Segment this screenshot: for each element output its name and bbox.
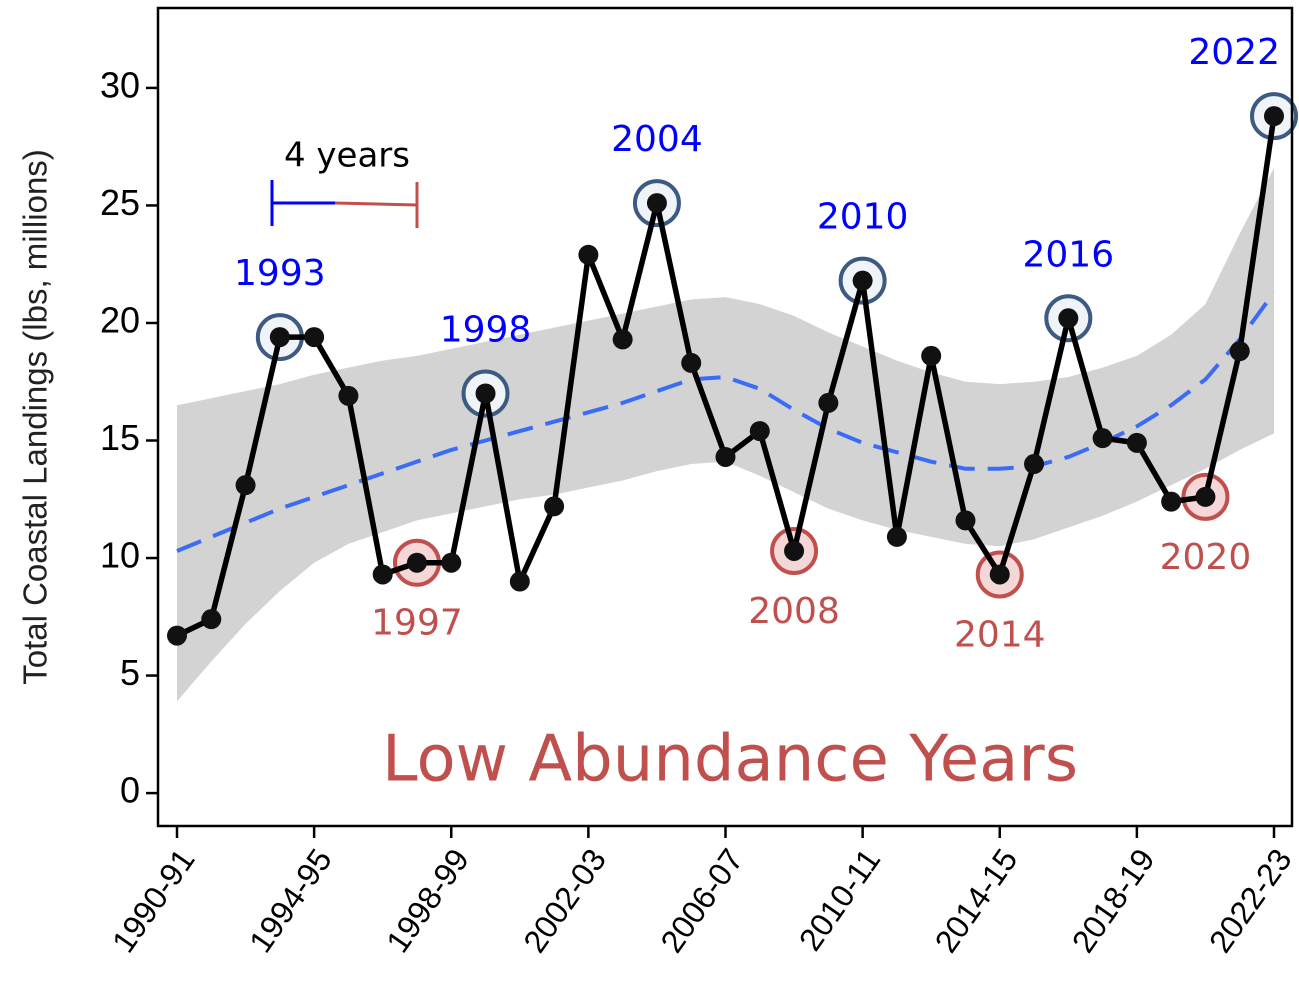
data-point (1058, 308, 1079, 329)
data-point (235, 475, 256, 496)
x-tick-label: 2006-07 (653, 842, 750, 959)
highlight-label: 1997 (371, 603, 463, 644)
data-point (989, 564, 1010, 585)
caption: Low Abundance Years (382, 723, 1078, 797)
y-tick-label: 0 (120, 770, 140, 811)
y-tick-label: 20 (100, 299, 140, 340)
x-tick-label: 2002-03 (516, 842, 613, 959)
data-point (749, 421, 770, 442)
data-point (1229, 341, 1250, 362)
y-axis-label: Total Coastal Landings (lbs, millions) (17, 149, 54, 685)
data-point (1024, 454, 1045, 475)
span-label: 4 years (284, 136, 410, 176)
plot-area (167, 92, 1298, 702)
data-point (544, 496, 565, 517)
x-tick-label: 2022-23 (1202, 842, 1299, 959)
highlight-label: 2022 (1188, 32, 1280, 73)
data-point (1161, 491, 1182, 512)
data-point (612, 329, 633, 350)
data-point (921, 345, 942, 366)
highlight-label: 2020 (1160, 537, 1252, 578)
x-tick-label: 1990-91 (105, 842, 202, 959)
highlight-label: 2008 (748, 591, 840, 632)
highlight-label: 1998 (440, 309, 532, 350)
data-point (784, 540, 805, 561)
highlight-label: 2016 (1023, 234, 1115, 275)
data-point (886, 526, 907, 547)
data-point (1264, 106, 1284, 127)
y-tick-label: 15 (100, 417, 140, 458)
data-point (681, 352, 702, 373)
data-point (852, 270, 873, 291)
data-point (1092, 428, 1113, 449)
x-tick-label: 1994-95 (242, 842, 339, 959)
x-tick-label: 1998-99 (379, 842, 476, 959)
trend-line (176, 291, 1276, 553)
data-point (578, 244, 599, 265)
x-tick-label: 2018-19 (1065, 842, 1162, 959)
x-tick-label: 2010-11 (792, 842, 887, 957)
data-point (304, 327, 325, 348)
y-tick-label: 5 (120, 652, 140, 693)
data-point (646, 193, 667, 214)
data-point (201, 609, 222, 630)
highlight-label: 2004 (611, 119, 703, 160)
data-point (818, 392, 839, 413)
highlight-label: 2010 (817, 197, 909, 238)
y-tick-label: 10 (100, 535, 140, 576)
data-point (509, 571, 530, 592)
confidence-band (177, 167, 1274, 702)
data-point (269, 327, 290, 348)
y-tick-label: 30 (100, 64, 140, 105)
y-tick-label: 25 (100, 182, 140, 223)
data-point (372, 564, 393, 585)
data-point (1126, 432, 1147, 453)
data-point (475, 383, 496, 404)
data-point (715, 446, 736, 467)
data-point (955, 510, 976, 531)
span-bracket (270, 180, 419, 228)
x-tick-label: 2014-15 (928, 842, 1025, 959)
data-point (406, 552, 427, 573)
highlight-label: 1993 (234, 253, 326, 294)
data-point (338, 385, 359, 406)
data-point (441, 552, 462, 573)
data-point (167, 625, 187, 646)
highlight-label: 2014 (954, 614, 1046, 655)
data-point (1195, 486, 1216, 507)
